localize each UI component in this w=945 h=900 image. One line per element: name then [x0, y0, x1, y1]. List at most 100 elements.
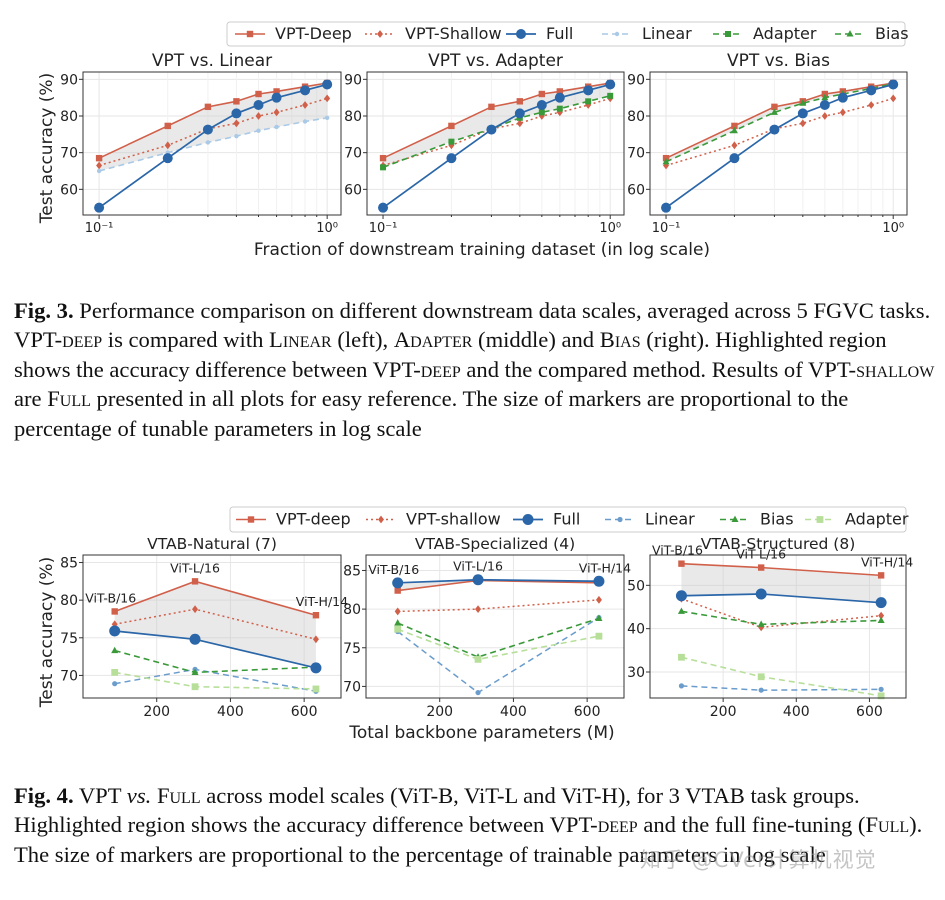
point-label: ViT-B/16 [368, 562, 419, 577]
point-vpt-shallow [255, 112, 262, 120]
y-tick-label: 60 [627, 182, 645, 198]
series-line-linear [681, 685, 882, 691]
plot-frame [366, 71, 625, 216]
point-vpt-deep [379, 154, 387, 162]
point-full [866, 85, 877, 96]
point-vpt-deep [164, 122, 171, 130]
point-adapter [877, 692, 885, 700]
point-bias [662, 157, 670, 165]
point-full [661, 202, 672, 213]
fig4-legend: VPT-deep VPT-shallow Full Linear Bias Adapter [229, 506, 909, 533]
legend-label-vpt-deep: VPT-Deep [275, 24, 352, 43]
point-full [300, 85, 311, 96]
y-tick-label: 80 [344, 109, 362, 125]
series-line-vpt-shallow [397, 599, 599, 613]
series-line-vpt-deep [98, 82, 328, 159]
point-bias [757, 620, 765, 627]
point-bias [394, 619, 402, 626]
point-vpt-deep [233, 98, 240, 105]
fig4-caption: Fig. 4. VPT vs. Full across model scales… [14, 783, 923, 867]
point-full [162, 153, 173, 164]
plot-frame [365, 554, 625, 699]
figure-4: VPT-deep VPT-shallow Full Linear Bias Adapter… [37, 506, 913, 743]
point-vpt-deep [95, 154, 103, 162]
legend-label-bias: Bias [875, 24, 909, 43]
series-line-vpt-shallow [665, 97, 894, 167]
point-bias [770, 108, 778, 115]
series-line-bias [397, 617, 600, 658]
point-bias [821, 93, 829, 101]
y-tick-label: 90 [60, 72, 78, 88]
series-line-linear [98, 117, 328, 172]
point-vpt-shallow [731, 141, 738, 150]
legend-marker-adapter [816, 516, 824, 523]
legend-label-linear: Linear [642, 24, 692, 43]
series-line-adapter [681, 656, 882, 697]
point-label: ViT-H/14 [579, 560, 631, 575]
y-tick-label: 70 [343, 679, 361, 695]
point-full [729, 153, 740, 164]
fig4-xlabel: Total backbone parameters (M) [348, 723, 614, 743]
x-tick-label: 200 [426, 704, 453, 720]
point-vpt-deep [731, 122, 738, 130]
point-full [605, 79, 616, 90]
point-full [253, 100, 264, 110]
point-vpt-shallow [394, 607, 401, 616]
point-full [271, 92, 282, 103]
plot-frame [649, 71, 908, 216]
y-tick-label: 70 [60, 146, 78, 162]
point-adapter [556, 105, 563, 112]
point-label: ViT-L/16 [736, 547, 786, 562]
legend-marker-linear [614, 31, 620, 37]
point-bias [730, 126, 738, 134]
chart-title: VTAB-Natural (7) [147, 535, 277, 553]
x-tick-label: 200 [143, 704, 170, 720]
x-tick-label: 10⁰ [882, 221, 904, 236]
chart-vtab-structured-8: 30 40 50 200 400 600 VTAB-Structured (8)ViT-B/… [627, 535, 913, 720]
point-adapter [448, 138, 455, 145]
point-vpt-shallow [595, 595, 602, 604]
watermark: 知乎 @CVer计算机视觉 [640, 848, 877, 872]
figure-3: VPT-Deep VPT-Shallow Full Linear Adapter Bias… [37, 21, 909, 260]
legend-label-adapter: Adapter [753, 24, 817, 43]
chart-vpt-vs-bias: 60 70 80 90 10⁻¹ 10⁰ VPT vs. Bias [627, 51, 908, 236]
y-tick-label: 60 [60, 182, 78, 198]
point-label: ViT-L/16 [453, 559, 503, 574]
x-tick-label: 400 [783, 704, 810, 720]
y-tick-label: 50 [627, 578, 645, 594]
x-tick-label: 200 [710, 704, 737, 720]
point-full [310, 662, 322, 674]
y-tick-label: 90 [344, 72, 362, 88]
point-adapter [474, 655, 482, 663]
legend-marker-bias [846, 30, 854, 37]
point-vpt-deep [678, 560, 685, 567]
y-tick-label: 80 [60, 593, 78, 609]
chart-title: VPT vs. Adapter [428, 51, 563, 71]
point-full [554, 92, 565, 103]
point-adapter [394, 625, 402, 633]
point-label: ViT-H/14 [861, 554, 913, 569]
legend-label-full: Full [546, 24, 573, 43]
highlight-region [114, 581, 316, 668]
point-vpt-deep [516, 98, 524, 105]
series-line-vpt-shallow [98, 97, 328, 167]
legend-marker-full [522, 514, 534, 525]
x-tick-label: 600 [856, 704, 883, 720]
point-linear [205, 140, 211, 145]
point-label: ViT-B/16 [652, 543, 703, 558]
x-tick-label: 10⁰ [599, 221, 621, 236]
point-linear [678, 683, 685, 689]
point-full [837, 92, 848, 103]
point-linear [96, 168, 102, 174]
series-line-adapter [397, 628, 600, 661]
point-vpt-shallow [164, 141, 171, 150]
y-tick-label: 70 [344, 146, 362, 162]
point-vpt-deep [448, 122, 455, 130]
y-tick-label: 75 [60, 631, 78, 647]
chart-title: VPT vs. Linear [152, 51, 272, 71]
legend-label-vpt-shallow: VPT-Shallow [405, 24, 502, 43]
point-full [94, 202, 105, 213]
point-full [202, 124, 213, 135]
point-full [755, 588, 767, 600]
chart-vtab-specialized-4: 70 75 80 85 200 400 600 VTAB-Specialized (4) ViT… [343, 535, 631, 720]
